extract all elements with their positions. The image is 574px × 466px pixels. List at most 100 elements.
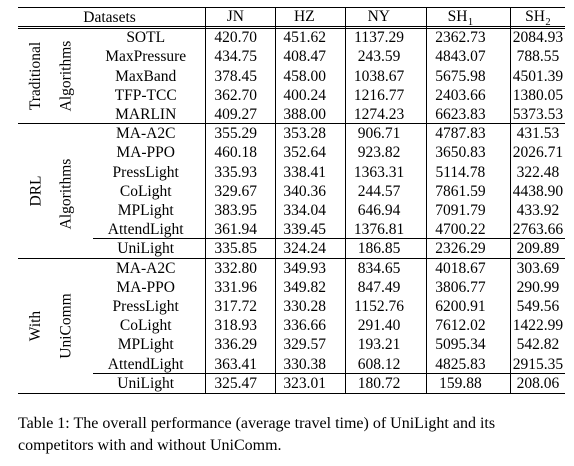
group-cell [18,355,90,374]
table-row: PressLight 335.93 338.41 1363.31 5114.78 322.… [18,163,574,182]
group-cell [18,239,90,258]
value-cell: 303.69 [516,259,560,277]
method-cell: UniLight [117,240,175,258]
method-cell: AttendLight [107,355,184,373]
value-cell: 400.24 [283,86,326,104]
value-cell: 388.00 [283,106,326,124]
value-cell: 355.29 [214,125,257,143]
value-cell: 4501.39 [512,67,564,85]
value-cell: 244.57 [357,182,401,200]
table-row: UniLight 335.85 324.24 186.85 2326.29 209.89 [18,239,574,258]
table-row: CoLight 318.93 336.66 291.40 7612.02 1422.99 [18,316,574,335]
group-cell [18,259,90,278]
unilight-rule [93,238,565,239]
table-row: AttendLight 361.94 339.45 1376.81 4700.22 276… [18,220,574,239]
value-cell: 4787.83 [435,125,486,143]
value-cell: 906.71 [357,125,401,143]
value-cell: 329.57 [283,336,326,354]
method-cell: CoLight [119,317,172,335]
column-header: SH2 [525,8,551,28]
value-cell: 324.24 [283,240,326,258]
value-cell: 460.18 [214,144,257,162]
value-cell: 5675.98 [435,67,486,85]
group-label-unicomm: UniComm [57,293,75,359]
value-cell: 5095.34 [435,336,486,354]
method-cell: TFP-TCC [114,86,177,104]
value-cell: 322.48 [516,163,560,181]
value-cell: 378.45 [214,67,257,85]
table-row: AttendLight 363.41 330.38 608.12 4825.83 2915… [18,355,574,374]
method-cell: MaxPressure [105,48,187,66]
header-rule [18,26,565,27]
value-cell: 335.85 [214,240,257,258]
value-cell: 317.72 [214,298,257,316]
value-cell: 291.40 [357,317,401,335]
group-label-algorithms: Algorithms [56,40,74,112]
value-cell: 1363.31 [353,163,405,181]
column-header: NY [367,8,390,25]
value-cell: 1216.77 [353,86,405,104]
column-rule [510,7,511,393]
value-cell: 208.06 [516,374,560,392]
value-cell: 1380.05 [512,86,564,104]
value-cell: 433.92 [516,202,560,220]
group-cell [18,278,90,297]
method-cell: MPLight [117,202,174,220]
table-row: MA-PPO 460.18 352.64 923.82 3650.83 2026.71 [18,143,574,162]
value-cell: 180.72 [357,374,401,392]
value-cell: 339.45 [283,221,326,239]
group-cell [18,143,90,162]
value-cell: 7091.79 [435,202,486,220]
group-rule [18,257,565,259]
value-cell: 335.93 [214,163,257,181]
method-cell: CoLight [119,182,172,200]
method-cell: MA-PPO [116,144,175,162]
value-cell: 332.80 [214,259,257,277]
bottom-rule [18,393,565,394]
method-cell: MPLight [117,336,174,354]
group-cell [18,124,90,143]
table-row: SOTL 420.70 451.62 1137.29 2362.73 2084.93 [18,28,574,47]
value-cell: 4843.07 [435,48,486,66]
group-cell [18,220,90,239]
method-cell: UniLight [117,374,175,392]
method-cell: MA-A2C [115,125,176,143]
value-cell: 349.82 [283,278,326,296]
table-row: MaxPressure 434.75 408.47 243.59 4843.07 788.… [18,47,574,66]
value-cell: 5114.78 [435,163,486,181]
method-cell: PressLight [112,163,179,181]
value-cell: 408.47 [283,48,326,66]
column-rule [205,7,206,393]
value-cell: 420.70 [214,29,257,47]
value-cell: 788.55 [516,48,560,66]
value-cell: 2362.73 [435,29,486,47]
value-cell: 325.47 [214,374,257,392]
table-row: UniLight 325.47 323.01 180.72 159.88 208.06 [18,374,574,393]
value-cell: 431.53 [516,125,560,143]
value-cell: 186.85 [357,240,401,258]
group-label-algorithms: Algorithms [56,158,74,230]
value-cell: 2084.93 [512,29,564,47]
value-cell: 1274.23 [353,106,405,124]
table-header-row: Datasets JN HZ NY SH1 SH2 [18,7,574,28]
value-cell: 330.28 [283,298,326,316]
column-rule [275,7,276,393]
value-cell: 331.96 [214,278,257,296]
value-cell: 1376.81 [353,221,405,239]
method-cell: SOTL [126,29,166,47]
value-cell: 646.94 [357,202,401,220]
value-cell: 6623.83 [435,106,486,124]
value-cell: 5373.53 [512,106,564,124]
value-cell: 323.01 [283,374,326,392]
value-cell: 834.65 [357,259,401,277]
value-cell: 340.36 [283,182,326,200]
value-cell: 329.67 [214,182,257,200]
value-cell: 209.89 [516,240,560,258]
value-cell: 7612.02 [435,317,486,335]
value-cell: 2915.35 [512,355,564,373]
column-rule [426,7,427,393]
column-header: SH1 [447,8,474,28]
value-cell: 336.29 [214,336,257,354]
value-cell: 3806.77 [435,278,486,296]
